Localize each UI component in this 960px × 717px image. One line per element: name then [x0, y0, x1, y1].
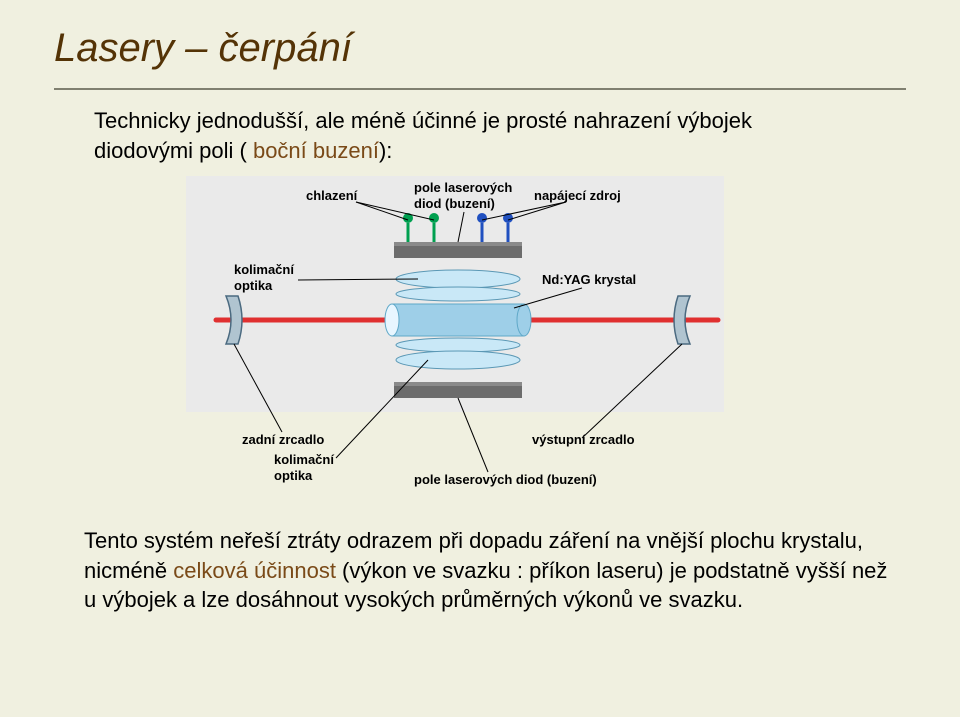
label-napajeci: napájecí zdroj: [534, 188, 621, 204]
label-pole-bot: pole laserových diod (buzení): [414, 472, 597, 488]
intro-line1: Technicky jednodušší, ale méně účinné je…: [94, 108, 752, 133]
label-kolimacni-bl: kolimační optika: [274, 452, 334, 483]
label-pole-top-l2: diod (buzení): [414, 196, 495, 211]
label-ndyag: Nd:YAG krystal: [542, 272, 636, 288]
intro-text: Technicky jednodušší, ale méně účinné je…: [94, 106, 894, 165]
label-kolimacni-tl-l2: optika: [234, 278, 272, 293]
intro-line2a: diodovými poli (: [94, 138, 253, 163]
summary-highlight: celková účinnost: [173, 558, 336, 583]
label-zadni: zadní zrcadlo: [242, 432, 324, 448]
slide: Lasery – čerpání Technicky jednodušší, a…: [0, 0, 960, 717]
intro-highlight: boční buzení: [253, 138, 379, 163]
label-vystupni: výstupní zrcadlo: [532, 432, 635, 448]
title-rule: [54, 88, 906, 90]
label-pole-top: pole laserových diod (buzení): [414, 180, 512, 211]
label-chlazeni: chlazení: [306, 188, 357, 204]
label-pole-top-l1: pole laserových: [414, 180, 512, 195]
label-kolimacni-tl: kolimační optika: [234, 262, 294, 293]
label-kolimacni-bl-l2: optika: [274, 468, 312, 483]
intro-line2c: ):: [379, 138, 392, 163]
label-kolimacni-bl-l1: kolimační: [274, 452, 334, 467]
laser-diagram: chlazení pole laserových diod (buzení) n…: [186, 176, 724, 496]
slide-title: Lasery – čerpání: [54, 26, 352, 71]
diagram-svg: [186, 176, 724, 496]
summary-text: Tento systém neřeší ztráty odrazem při d…: [84, 526, 904, 615]
label-kolimacni-tl-l1: kolimační: [234, 262, 294, 277]
